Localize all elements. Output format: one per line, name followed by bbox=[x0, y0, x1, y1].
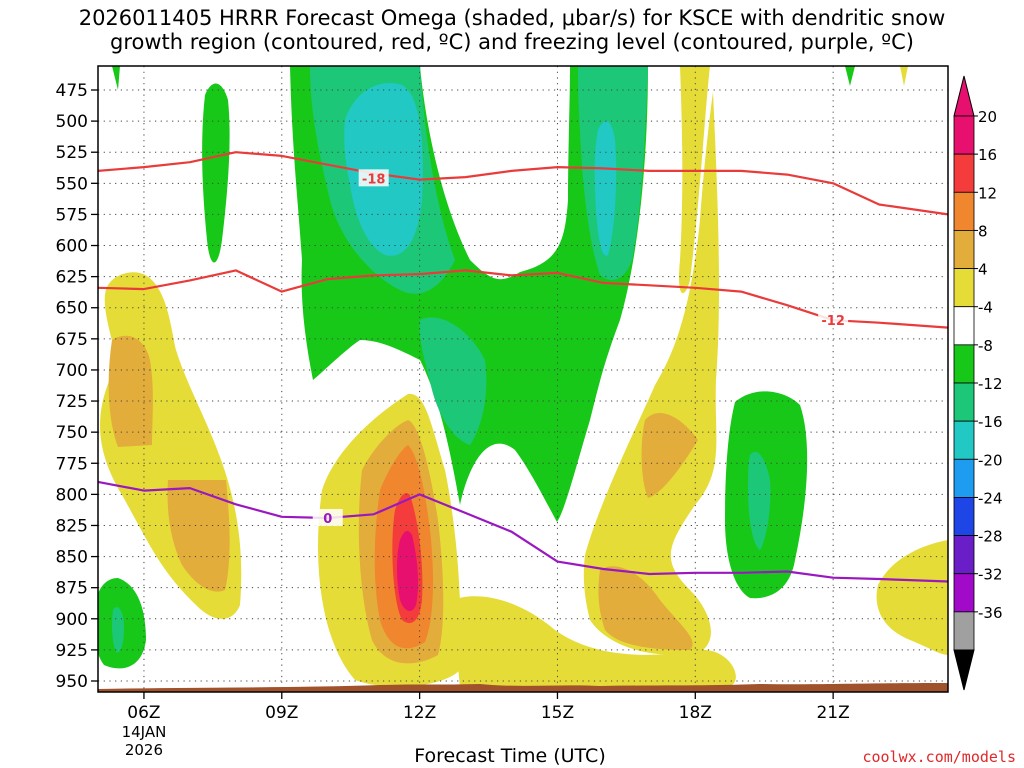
colorbar-label: -28 bbox=[978, 528, 1003, 546]
colorbar-label: -16 bbox=[978, 413, 1003, 431]
colorbar-swatch bbox=[953, 268, 975, 308]
x-tick-label: 15Z bbox=[541, 703, 574, 723]
y-tick-label: 675 bbox=[56, 330, 88, 350]
colorbar-swatch bbox=[953, 535, 975, 575]
credit-text: coolwx.com/models bbox=[862, 748, 1016, 766]
colorbar-label: -4 bbox=[978, 299, 993, 317]
colorbar-swatch bbox=[953, 420, 975, 460]
contour-zero bbox=[97, 480, 949, 583]
colorbar-swatch bbox=[953, 306, 975, 346]
colorbar-label: 4 bbox=[978, 261, 988, 279]
y-tick-label: 475 bbox=[56, 81, 88, 101]
y-tick-label: 850 bbox=[56, 548, 88, 568]
y-tick-label: 525 bbox=[56, 143, 88, 163]
omega-4-region-right bbox=[876, 540, 948, 655]
x-tick-year: 2026 bbox=[125, 741, 163, 759]
ground-strip bbox=[98, 683, 948, 692]
omega-neg8-region-b bbox=[419, 317, 487, 445]
omega-8-region-b bbox=[167, 480, 230, 592]
y-tick-label: 700 bbox=[56, 361, 88, 381]
title-line-1: 2026011405 HRRR Forecast Omega (shaded, … bbox=[78, 6, 946, 30]
colorbar-swatch bbox=[953, 573, 975, 613]
omega-4-region-east bbox=[583, 92, 720, 655]
contour-minus18 bbox=[97, 151, 949, 216]
y-tick-label: 575 bbox=[56, 205, 88, 225]
colorbar-swatch bbox=[953, 458, 975, 498]
y-tick-label: 625 bbox=[56, 268, 88, 288]
omega-neg12-region-b bbox=[594, 121, 617, 256]
colorbar-swatch bbox=[953, 382, 975, 422]
y-tick-label: 800 bbox=[56, 485, 88, 505]
y-tick-label: 875 bbox=[56, 579, 88, 599]
omega-8-region-a bbox=[108, 335, 153, 447]
colorbar-swatch bbox=[953, 191, 975, 231]
colorbar-label: -12 bbox=[978, 375, 1003, 393]
colorbar-label: -20 bbox=[978, 451, 1003, 469]
colorbar: 20 16 12 8 4 -4 -8 -12 -16 -20 -24 -28 -32 -36 bbox=[953, 75, 1003, 691]
colorbar-bottom-arrow bbox=[953, 649, 975, 691]
colorbar-label: 20 bbox=[978, 108, 997, 126]
contour-minus12 bbox=[97, 269, 949, 329]
x-axis-label: Forecast Time (UTC) bbox=[414, 745, 606, 767]
x-tick-label: 09Z bbox=[265, 703, 298, 723]
y-axis: 475 500 525 550 575 600 625 650 675 700 725 750 775 8… bbox=[56, 81, 98, 692]
colorbar-label: -8 bbox=[978, 337, 993, 355]
contour-label-bg bbox=[818, 311, 849, 329]
omega-4-region-tr bbox=[900, 66, 908, 86]
omega-neg4-region-narrow bbox=[202, 83, 230, 263]
y-tick-label: 900 bbox=[56, 610, 88, 630]
contour-label-bg bbox=[358, 169, 389, 187]
colorbar-swatch bbox=[953, 115, 975, 155]
x-tick-date: 14JAN bbox=[122, 723, 167, 741]
omega-8-region-e bbox=[641, 412, 698, 498]
colorbar-label: 12 bbox=[978, 184, 997, 202]
x-tick-label: 12Z bbox=[403, 703, 436, 723]
omega-4-region-top bbox=[679, 66, 710, 294]
y-tick-label: 650 bbox=[56, 299, 88, 319]
plot-frame bbox=[97, 65, 949, 693]
omega-4-region-bottom bbox=[452, 596, 736, 690]
omega-8-region-d bbox=[598, 566, 693, 650]
contour-label-bg bbox=[312, 509, 343, 527]
colorbar-label: 16 bbox=[978, 146, 997, 164]
temperature-contours: -18 -12 0 bbox=[97, 151, 949, 583]
y-tick-label: 600 bbox=[56, 237, 88, 257]
y-tick-label: 725 bbox=[56, 392, 88, 412]
chart-title: 2026011405 HRRR Forecast Omega (shaded, … bbox=[0, 6, 1024, 54]
title-line-2: growth region (contoured, red, ºC) and f… bbox=[110, 30, 914, 54]
x-tick-label: 18Z bbox=[679, 703, 712, 723]
y-tick-label: 750 bbox=[56, 423, 88, 443]
contour-label-zero: 0 bbox=[323, 512, 332, 527]
colorbar-label: -32 bbox=[978, 566, 1003, 584]
colorbar-label: -24 bbox=[978, 489, 1003, 507]
contour-label-minus18: -18 bbox=[362, 172, 386, 187]
omega-neg4-region-left bbox=[112, 66, 120, 90]
y-tick-label: 950 bbox=[56, 672, 88, 692]
colorbar-swatch bbox=[953, 153, 975, 193]
colorbar-swatch bbox=[953, 611, 975, 651]
omega-shading bbox=[98, 66, 948, 690]
x-tick-label: 21Z bbox=[816, 703, 849, 723]
y-tick-label: 550 bbox=[56, 174, 88, 194]
omega-20-region bbox=[397, 530, 419, 612]
y-tick-label: 500 bbox=[56, 112, 88, 132]
y-tick-label: 825 bbox=[56, 516, 88, 536]
colorbar-label: -36 bbox=[978, 604, 1003, 622]
y-tick-label: 925 bbox=[56, 641, 88, 661]
omega-neg4-region-topright bbox=[845, 66, 855, 86]
x-tick-label: 06Z bbox=[127, 703, 160, 723]
colorbar-swatch bbox=[953, 497, 975, 536]
colorbar-top-arrow bbox=[953, 75, 975, 117]
colorbar-swatch bbox=[953, 230, 975, 269]
colorbar-label: 8 bbox=[978, 222, 988, 240]
y-tick-label: 775 bbox=[56, 454, 88, 474]
colorbar-swatch bbox=[953, 344, 975, 384]
contour-label-minus12: -12 bbox=[821, 314, 845, 329]
